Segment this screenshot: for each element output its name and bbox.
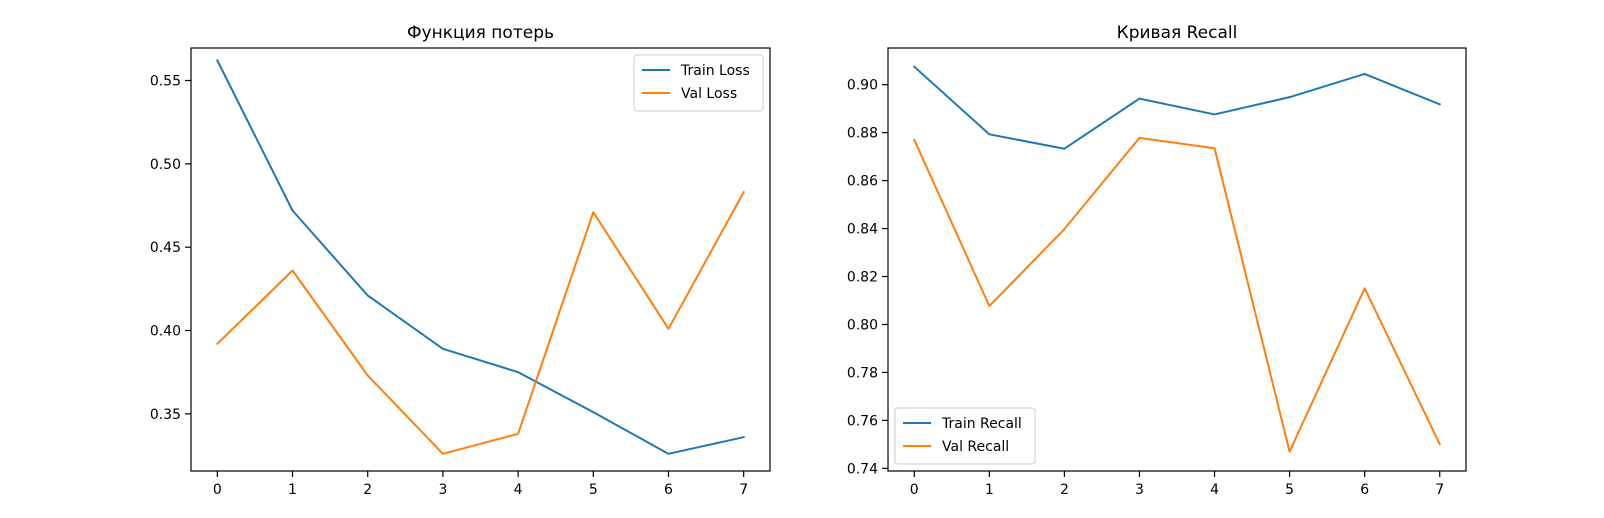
legend-label: Train Recall [941,416,1022,432]
x-tick-label: 5 [589,482,598,498]
y-tick-label: 0.82 [847,270,878,286]
x-tick-label: 3 [1135,482,1144,498]
x-tick-label: 4 [514,482,523,498]
x-tick-label: 5 [1285,482,1294,498]
chart-2: Кривая Recall 0 1 2 3 4 5 6 7 0.74 0.76 0.78 0.80 0.8… [847,23,1467,498]
x-tick-label: 2 [1060,482,1069,498]
series-line-val-loss [215,190,746,455]
x-tick-label: 4 [1210,482,1219,498]
legend-label: Train Loss [680,63,750,79]
x-tick-label: 0 [910,482,919,498]
series-line-train-recall [912,65,1442,150]
y-tick-label: 0.35 [150,407,181,423]
x-tick-label: 6 [1360,482,1369,498]
chart-1: Функция потерь 0 1 2 3 4 5 6 7 0.35 0.40 0.45 0.50 0.… [150,23,771,498]
x-tick-label: 1 [985,482,994,498]
x-tick-label: 0 [213,482,222,498]
y-tick-label: 0.76 [847,413,878,429]
legend: Train Recall Val Recall [894,407,1036,465]
y-tick-label: 0.78 [847,365,878,381]
legend: Train Loss Val Loss [633,54,764,112]
axes-frame [190,47,771,472]
x-tick-label: 7 [739,482,748,498]
legend-label: Val Recall [942,439,1009,455]
x-tick-label: 6 [664,482,673,498]
chart-title: Кривая Recall [1117,23,1238,43]
x-tick-label: 1 [288,482,297,498]
series-line-val-recall [912,136,1442,453]
y-tick-label: 0.88 [847,126,878,142]
y-tick-label: 0.74 [847,461,878,477]
y-tick-label: 0.90 [847,78,878,94]
series-line-train-loss [215,59,745,455]
y-tick-label: 0.55 [150,74,181,90]
y-tick-label: 0.45 [150,240,181,256]
x-tick-label: 7 [1435,482,1444,498]
y-tick-label: 0.86 [847,174,878,190]
axes-frame [887,47,1467,472]
legend-label: Val Loss [681,86,737,102]
x-tick-label: 3 [438,482,447,498]
y-tick-label: 0.80 [847,317,878,333]
y-tick-label: 0.40 [150,324,181,340]
chart-title: Функция потерь [407,23,554,43]
y-tick-label: 0.50 [150,157,181,173]
y-tick-label: 0.84 [847,222,878,238]
x-tick-label: 2 [363,482,372,498]
